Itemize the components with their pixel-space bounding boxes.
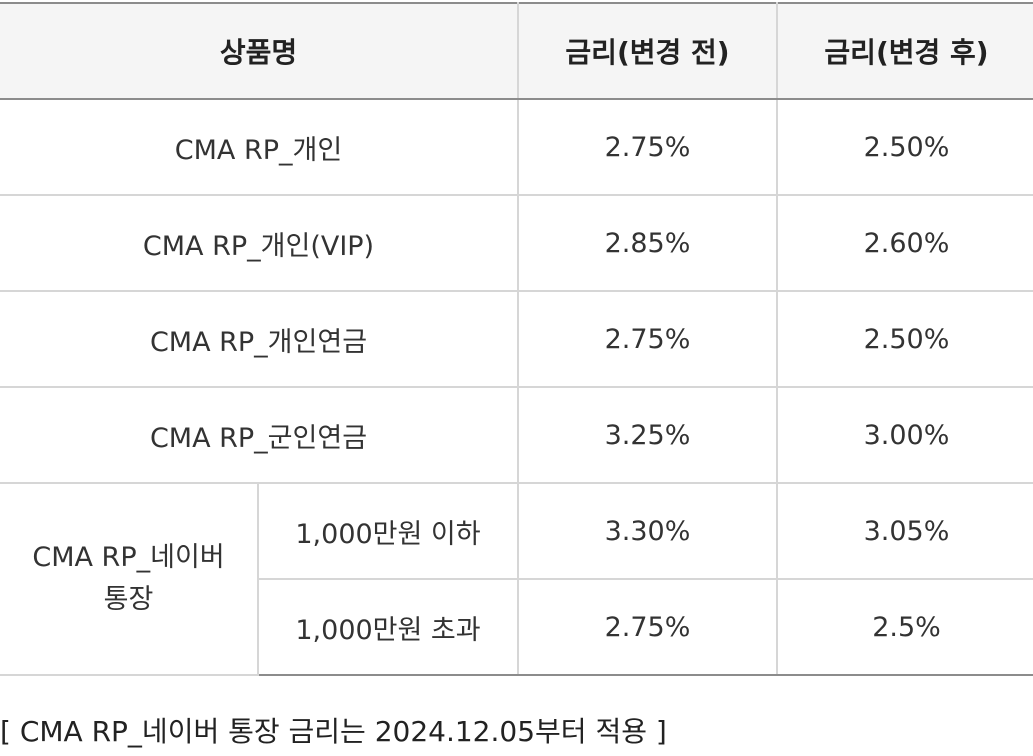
table-row: CMA RP_개인 2.75% 2.50%: [0, 98, 1033, 196]
table-row: CMA RP_네이버 통장 1,000만원 이하 3.30% 3.05%: [0, 482, 1033, 676]
header-product: 상품명: [0, 2, 519, 100]
table-header-row: 상품명 금리(변경 전) 금리(변경 후): [0, 2, 1033, 100]
rate-before: 2.75%: [517, 290, 778, 388]
rate-after: 3.00%: [776, 386, 1033, 484]
naver-product-line1: CMA RP_네이버: [32, 542, 225, 573]
header-rate-before: 금리(변경 전): [517, 2, 778, 100]
rate-before: 2.75%: [517, 98, 778, 196]
header-rate-after: 금리(변경 후): [776, 2, 1033, 100]
table-row: CMA RP_개인연금 2.75% 2.50%: [0, 290, 1033, 388]
tier-label: 1,000만원 이하: [257, 482, 519, 580]
rate-after: 2.5%: [776, 578, 1033, 676]
table-row: CMA RP_군인연금 3.25% 3.00%: [0, 386, 1033, 484]
product-name: CMA RP_개인(VIP): [0, 194, 519, 292]
rate-after: 3.05%: [776, 482, 1033, 580]
rate-before: 3.30%: [517, 482, 778, 580]
tier-label: 1,000만원 초과: [257, 578, 519, 676]
table-row: 1,000만원 초과 2.75% 2.5%: [0, 578, 1033, 676]
rate-before: 3.25%: [517, 386, 778, 484]
naver-product-name: CMA RP_네이버 통장: [0, 482, 259, 676]
rate-before: 2.75%: [517, 578, 778, 676]
footnote: [ CMA RP_네이버 통장 금리는 2024.12.05부터 적용 ]: [0, 715, 667, 748]
naver-product-line2: 통장: [103, 584, 154, 615]
rate-after: 2.50%: [776, 98, 1033, 196]
product-name: CMA RP_개인연금: [0, 290, 519, 388]
product-name: CMA RP_군인연금: [0, 386, 519, 484]
table-row: CMA RP_개인(VIP) 2.85% 2.60%: [0, 194, 1033, 292]
rate-before: 2.85%: [517, 194, 778, 292]
rate-after: 2.60%: [776, 194, 1033, 292]
rate-after: 2.50%: [776, 290, 1033, 388]
rate-change-table: 상품명 금리(변경 전) 금리(변경 후) CMA RP_개인 2.75% 2.…: [0, 2, 1033, 676]
product-name: CMA RP_개인: [0, 98, 519, 196]
